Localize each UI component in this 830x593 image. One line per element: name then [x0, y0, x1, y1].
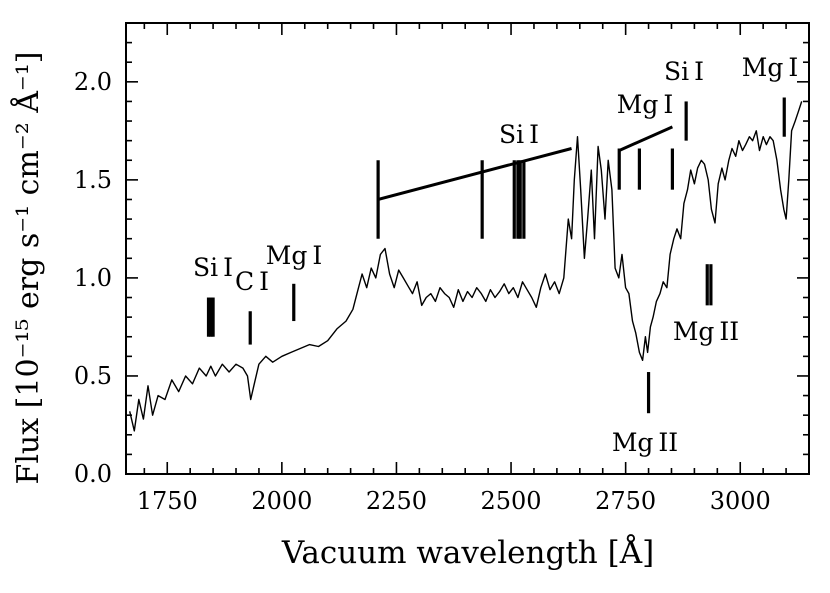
y-tick-label: 0.0 [74, 460, 112, 488]
line-label-mg-i: Mg I [266, 241, 322, 270]
y-tick-label: 0.5 [74, 362, 112, 390]
y-axis-label: Flux [10⁻¹⁵ erg s⁻¹ cm⁻² Å⁻¹] [10, 52, 46, 485]
bracket-mg-i-bracket [618, 125, 674, 152]
line-label-si-i-multiplet: Si I [499, 120, 539, 149]
bracket-si-i-multiplet [377, 147, 572, 201]
x-tick-label: 1750 [137, 487, 198, 515]
y-tick-label: 2.0 [74, 68, 112, 96]
x-tick-label: 2250 [366, 487, 427, 515]
x-tick-label: 2000 [251, 487, 312, 515]
plot-frame [125, 22, 810, 475]
line-label-mg-i-3100: Mg I [742, 53, 798, 82]
x-tick-label: 3000 [710, 487, 771, 515]
line-label-mg-i-bracket: Mg I [617, 90, 673, 119]
line-label-mg-ii-2930: Mg II [673, 317, 739, 346]
x-axis-label: Vacuum wavelength [Å] [281, 533, 654, 571]
line-label-si-i-2882: Si I [664, 57, 704, 86]
y-tick-label: 1.5 [74, 166, 112, 194]
spectrum-series-line [129, 101, 803, 432]
axes: 1750 2000 2250 2500 2750 3000 0.0 0.5 1.0 1.5 2.0 [74, 22, 810, 515]
y-tick-label: 1.0 [74, 264, 112, 292]
line-label-si-i: Si I [193, 253, 233, 282]
line-label-c-i: C I [235, 267, 269, 296]
line-label-mg-ii-2800: Mg II [612, 428, 678, 457]
x-tick-label: 2500 [481, 487, 542, 515]
x-tick-label: 2750 [595, 487, 656, 515]
plot-area [129, 101, 803, 432]
